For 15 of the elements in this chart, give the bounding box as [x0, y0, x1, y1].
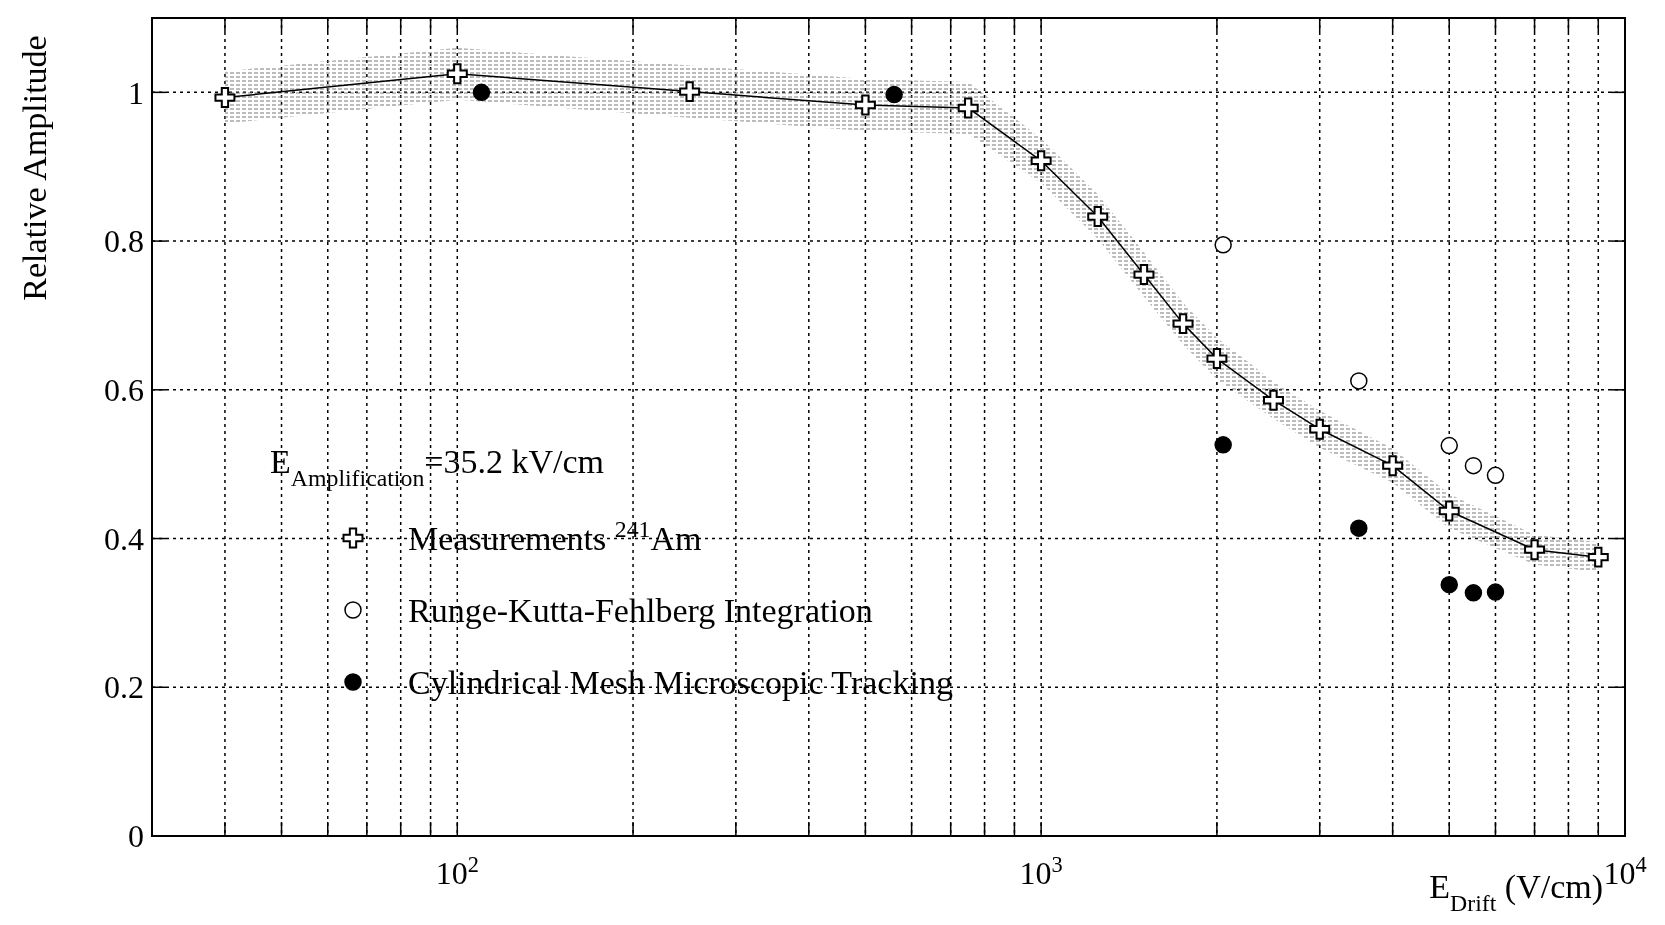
- x-tick-label: 10$^{4}$: [1603, 851, 1647, 891]
- y-tick-label: 0.6: [104, 372, 144, 409]
- legend-label: Runge-Kutta-Fehlberg Integration: [408, 591, 873, 629]
- y-tick-label: 0.4: [104, 520, 144, 557]
- x-tick-label: 10$^{3}$: [1019, 851, 1063, 891]
- y-tick-label: 0.8: [104, 223, 144, 260]
- x-tick-label: 10$^{2}$: [435, 851, 479, 891]
- y-tick-label: 0: [128, 818, 144, 855]
- y-tick-label: 1: [128, 74, 144, 111]
- legend-label: Cylindrical Mesh Microscopic Tracking: [408, 663, 953, 701]
- annotation: E$_{Amplification}$=35.2 kV/cm: [270, 443, 604, 491]
- y-axis-title: Relative Amplitude: [16, 35, 53, 301]
- x-axis-title: E$_{Drift}$ (V/cm): [1429, 868, 1603, 916]
- y-tick-label: 0.2: [104, 669, 144, 706]
- legend-label: Measurements $^{241}$Am: [408, 515, 702, 557]
